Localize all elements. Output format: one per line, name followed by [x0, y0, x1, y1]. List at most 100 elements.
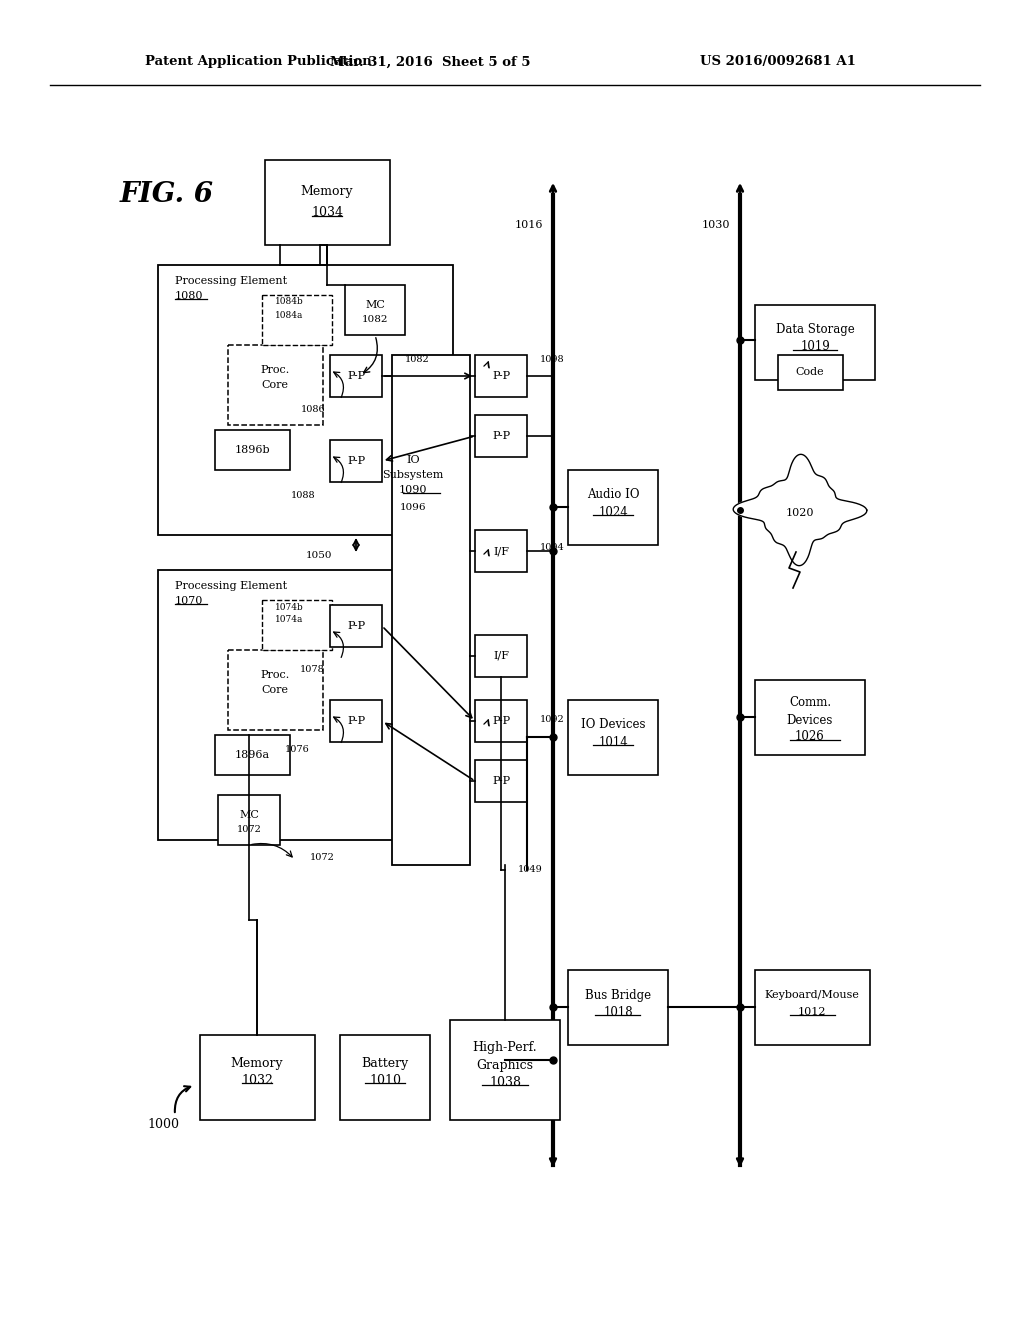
Text: I/F: I/F — [493, 546, 509, 556]
Text: MC: MC — [239, 810, 259, 820]
Bar — [475, 531, 527, 572]
Bar — [200, 1035, 315, 1119]
Bar — [215, 430, 290, 470]
Text: FIG. 6: FIG. 6 — [120, 181, 214, 209]
Text: 1019: 1019 — [800, 341, 829, 354]
Text: 1094: 1094 — [540, 544, 565, 553]
Bar — [330, 605, 382, 647]
Text: 1012: 1012 — [798, 1007, 826, 1016]
Text: 1088: 1088 — [291, 491, 315, 499]
Text: Graphics: Graphics — [476, 1059, 534, 1072]
Text: Patent Application Publication: Patent Application Publication — [145, 55, 372, 69]
Text: Subsystem: Subsystem — [382, 470, 443, 480]
Bar — [475, 635, 527, 677]
Bar — [450, 1020, 560, 1119]
Text: P-P: P-P — [347, 455, 366, 466]
Text: P-P: P-P — [492, 371, 510, 381]
Bar — [262, 601, 332, 649]
Bar — [778, 355, 843, 389]
Text: Memory: Memory — [230, 1056, 284, 1069]
Bar — [218, 795, 280, 845]
Bar — [475, 760, 527, 803]
Bar — [228, 345, 323, 425]
Text: 1049: 1049 — [518, 866, 543, 874]
Text: Bus Bridge: Bus Bridge — [585, 989, 651, 1002]
Text: 1092: 1092 — [540, 715, 565, 725]
Text: 1050: 1050 — [305, 550, 332, 560]
Text: Memory: Memory — [301, 186, 353, 198]
Bar — [475, 414, 527, 457]
Text: 1034: 1034 — [311, 206, 343, 219]
Text: I/F: I/F — [493, 651, 509, 661]
Bar — [228, 649, 323, 730]
Text: 1896a: 1896a — [234, 750, 269, 760]
Bar — [345, 285, 406, 335]
Text: Core: Core — [261, 685, 289, 696]
Text: Core: Core — [261, 380, 289, 389]
Text: 1076: 1076 — [286, 746, 310, 755]
Text: P-P: P-P — [347, 371, 366, 381]
Text: P-P: P-P — [492, 432, 510, 441]
Bar — [215, 735, 290, 775]
Text: High-Perf.: High-Perf. — [473, 1041, 538, 1055]
Text: 1896b: 1896b — [234, 445, 269, 455]
Text: 1084a: 1084a — [275, 310, 303, 319]
Bar — [262, 294, 332, 345]
Text: 1016: 1016 — [514, 220, 543, 230]
Text: 1072: 1072 — [237, 825, 261, 834]
Text: 1030: 1030 — [701, 220, 730, 230]
Bar — [755, 305, 874, 380]
Text: 1096: 1096 — [399, 503, 426, 512]
Text: IO Devices: IO Devices — [581, 718, 645, 731]
Text: 1018: 1018 — [603, 1006, 633, 1019]
Text: P-P: P-P — [347, 620, 366, 631]
Bar — [568, 470, 658, 545]
Text: 1098: 1098 — [540, 355, 564, 364]
Bar — [340, 1035, 430, 1119]
Text: 1032: 1032 — [241, 1073, 273, 1086]
Bar — [158, 265, 453, 535]
Bar — [158, 570, 453, 840]
Text: Keyboard/Mouse: Keyboard/Mouse — [765, 990, 859, 1001]
Text: IO: IO — [407, 455, 420, 465]
Text: 1020: 1020 — [785, 508, 814, 517]
Text: P-P: P-P — [492, 715, 510, 726]
Bar — [330, 440, 382, 482]
Text: Data Storage: Data Storage — [775, 323, 854, 337]
Polygon shape — [733, 454, 866, 566]
Text: 1082: 1082 — [361, 315, 388, 325]
Text: P-P: P-P — [492, 776, 510, 785]
Text: Processing Element: Processing Element — [175, 276, 287, 286]
Text: US 2016/0092681 A1: US 2016/0092681 A1 — [700, 55, 856, 69]
Text: Battery: Battery — [361, 1056, 409, 1069]
Text: 1082: 1082 — [406, 355, 430, 364]
Bar — [568, 700, 658, 775]
Text: 1072: 1072 — [310, 854, 335, 862]
Bar — [330, 355, 382, 397]
Text: Mar. 31, 2016  Sheet 5 of 5: Mar. 31, 2016 Sheet 5 of 5 — [330, 55, 530, 69]
Text: 1084b: 1084b — [275, 297, 304, 306]
Text: P-P: P-P — [347, 715, 366, 726]
Text: Proc.: Proc. — [260, 671, 290, 680]
Text: Proc.: Proc. — [260, 366, 290, 375]
Text: 1074b: 1074b — [275, 602, 304, 611]
Bar — [330, 700, 382, 742]
Text: 1026: 1026 — [795, 730, 825, 743]
Text: Devices: Devices — [786, 714, 834, 726]
Text: 1090: 1090 — [398, 484, 427, 495]
Bar — [755, 680, 865, 755]
Text: Processing Element: Processing Element — [175, 581, 287, 591]
Text: 1086: 1086 — [300, 405, 325, 414]
Bar — [755, 970, 870, 1045]
Text: 1080: 1080 — [175, 290, 204, 301]
Text: MC: MC — [366, 300, 385, 310]
Text: 1000: 1000 — [147, 1118, 179, 1131]
Bar — [392, 355, 470, 865]
Bar — [568, 970, 668, 1045]
Text: 1010: 1010 — [369, 1073, 401, 1086]
Bar — [265, 160, 390, 246]
Bar — [475, 700, 527, 742]
Text: 1038: 1038 — [489, 1076, 521, 1089]
Text: Comm.: Comm. — [788, 697, 831, 710]
Text: 1078: 1078 — [300, 665, 325, 675]
